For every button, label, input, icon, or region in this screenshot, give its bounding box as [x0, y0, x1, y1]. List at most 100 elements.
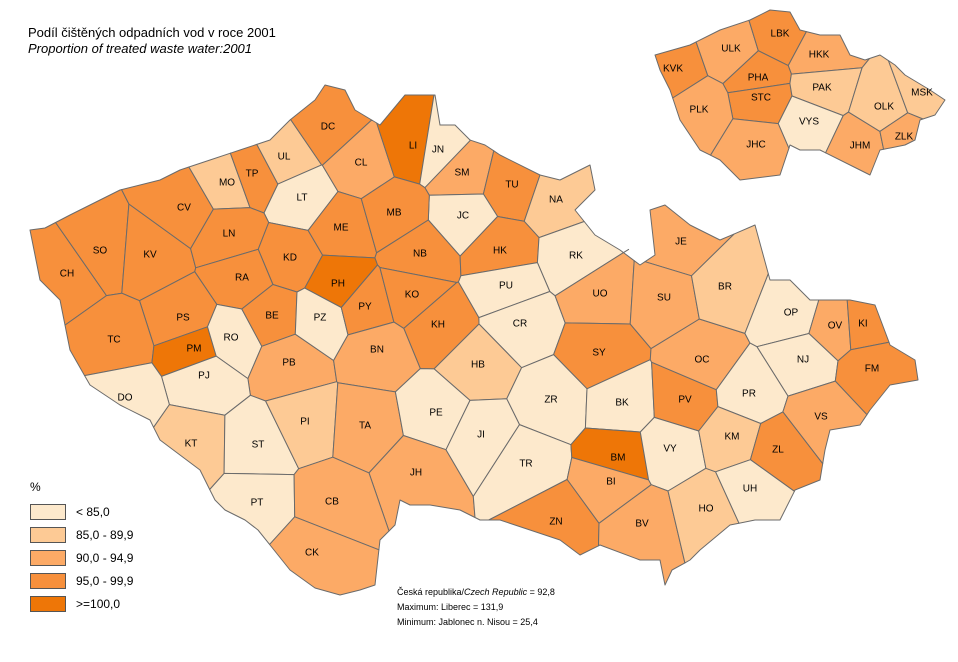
district-label: CH	[60, 269, 74, 280]
district-label: OC	[695, 355, 710, 366]
district-label: BI	[606, 477, 615, 488]
district-label: PV	[678, 395, 692, 406]
district-label: PY	[358, 302, 372, 313]
district-label: BK	[615, 398, 629, 409]
region-inset-map: KVK ULK LBK HKK PHA STC PAK PLK VYS JHC JHM OLK MSK Z…	[654, 9, 946, 181]
district-label: VY	[663, 444, 677, 455]
district-cb	[293, 456, 390, 551]
region-label: PAK	[812, 83, 832, 94]
region-plk	[672, 75, 734, 156]
district-label: MO	[219, 178, 235, 189]
legend-swatch	[30, 503, 66, 520]
district-label: JC	[457, 211, 469, 222]
minimum-note: Minimum: Jablonec n. Nisou = 25,4	[397, 617, 538, 627]
district-label: PB	[282, 358, 296, 369]
district-label: SM	[455, 168, 470, 179]
district-label: HO	[699, 504, 714, 515]
district-ki	[846, 299, 890, 351]
region-label: ULK	[721, 44, 741, 55]
district-label: LT	[297, 193, 308, 204]
maximum-note: Maximum: Liberec = 131,9	[397, 602, 504, 612]
region-label: KVK	[663, 64, 683, 75]
summary-notes: Česká republika/Czech Republic = 92,8 Ma…	[397, 585, 555, 630]
district-label: BN	[370, 345, 384, 356]
legend-label: 90,0 - 94,9	[76, 550, 134, 565]
region-label: JHM	[850, 141, 871, 152]
legend-unit: %	[30, 480, 41, 494]
district-label: MB	[387, 208, 402, 219]
district-label: OP	[784, 308, 799, 319]
district-label: JN	[432, 145, 444, 156]
district-label: CK	[305, 548, 319, 559]
legend-label: >=100,0	[76, 596, 121, 611]
district-label: SO	[93, 246, 108, 257]
district-label: KT	[185, 439, 198, 450]
district-label: NJ	[797, 355, 809, 366]
district-label: RA	[235, 273, 249, 284]
district-label: CB	[325, 497, 339, 508]
legend-label: < 85,0	[76, 504, 110, 519]
district-label: KO	[405, 290, 420, 301]
district-label: PH	[331, 279, 345, 290]
district-label: DC	[321, 122, 335, 133]
district-label: OV	[828, 321, 843, 332]
district-label: LN	[223, 229, 236, 240]
district-label: PI	[300, 417, 309, 428]
district-label: PE	[429, 408, 443, 419]
district-label: RK	[569, 251, 583, 262]
region-label: JHC	[746, 140, 765, 151]
republic-average: Česká republika/Czech Republic = 92,8	[397, 585, 555, 600]
district-label: BM	[611, 453, 626, 464]
district-bv	[598, 484, 686, 586]
district-label: KV	[143, 250, 157, 261]
region-label: HKK	[809, 50, 830, 61]
district-label: KD	[283, 253, 297, 264]
district-label: SY	[592, 348, 606, 359]
district-label: KM	[725, 432, 740, 443]
legend-swatch	[30, 549, 66, 566]
republic-value: = 92,8	[527, 587, 555, 597]
district-label: CV	[177, 203, 191, 214]
legend-swatch	[30, 526, 66, 543]
legend-item: < 85,0	[30, 500, 133, 523]
district-fm	[834, 341, 919, 416]
district-label: KI	[858, 319, 867, 330]
republic-label-cz: Česká republika/	[397, 587, 465, 597]
district-label: UL	[278, 152, 291, 163]
legend-item: >=100,0	[30, 592, 133, 615]
district-map: CH SO KV CV MO TP UL LT LN KD RA PS TC PM RO BE PB PJ DC CL…	[29, 84, 919, 596]
district-label: VS	[814, 412, 828, 423]
legend-label: 95,0 - 99,9	[76, 573, 134, 588]
district-label: DO	[118, 393, 133, 404]
district-label: BE	[265, 311, 279, 322]
district-mb	[360, 176, 430, 254]
district-label: BV	[635, 519, 649, 530]
district-label: JE	[675, 237, 687, 248]
district-label: PM	[187, 344, 202, 355]
district-label: TP	[246, 169, 259, 180]
district-label: FM	[865, 364, 879, 375]
republic-label-en: Czech Republic	[464, 587, 528, 597]
district-label: CL	[355, 158, 368, 169]
district-uh	[715, 459, 795, 524]
district-label: PU	[499, 281, 513, 292]
district-label: PR	[742, 389, 756, 400]
legend-item: 85,0 - 89,9	[30, 523, 133, 546]
map-title: Podíl čištěných odpadních vod v roce 200…	[28, 25, 276, 40]
region-jhc	[710, 118, 790, 181]
district-label: JI	[477, 430, 485, 441]
district-label: UH	[743, 484, 757, 495]
district-label: JH	[410, 468, 422, 479]
region-label: VYS	[799, 117, 819, 128]
legend-label: 85,0 - 89,9	[76, 527, 134, 542]
legend-swatch	[30, 595, 66, 612]
district-label: CR	[513, 319, 527, 330]
district-label: BR	[718, 282, 732, 293]
district-label: ZN	[549, 517, 562, 528]
region-label: MSK	[911, 88, 933, 99]
district-label: ME	[334, 223, 349, 234]
district-label: HK	[493, 246, 507, 257]
legend-item: 95,0 - 99,9	[30, 569, 133, 592]
district-zn	[488, 479, 600, 556]
